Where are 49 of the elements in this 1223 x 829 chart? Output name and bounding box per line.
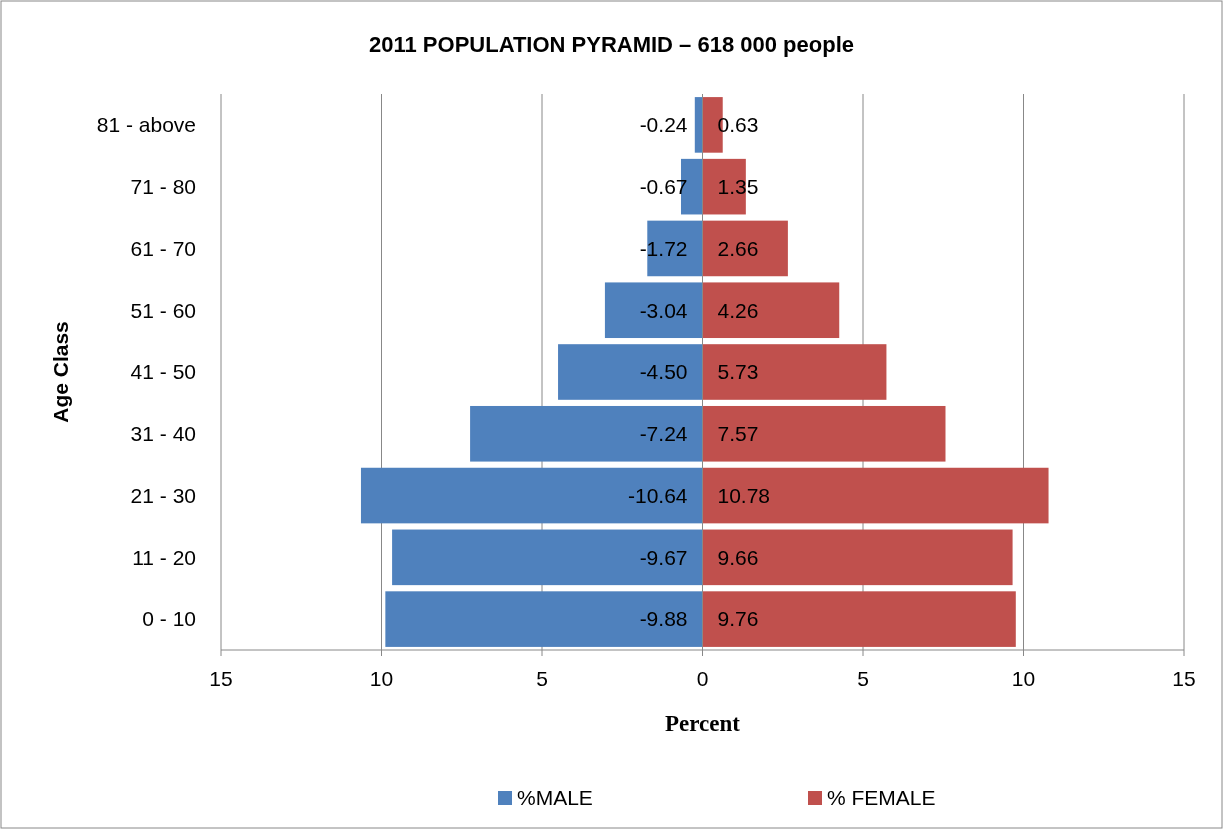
data-label: -10.64 xyxy=(627,483,688,507)
bar xyxy=(694,97,703,153)
data-label: -3.04 xyxy=(639,298,688,322)
data-label: 9.66 xyxy=(717,545,759,569)
x-tick-label: 5 xyxy=(536,667,548,690)
data-label: -9.88 xyxy=(639,607,688,631)
data-label: 2.66 xyxy=(717,236,759,260)
bar xyxy=(702,591,1016,647)
bar xyxy=(702,405,946,462)
y-tick-label: 21 - 30 xyxy=(130,483,196,507)
bar xyxy=(604,282,703,339)
bar xyxy=(558,344,703,400)
bar xyxy=(702,344,887,400)
y-tick-label: 81 - above xyxy=(96,113,196,137)
y-tick-label: 41 - 50 xyxy=(130,360,196,384)
x-tick-label: 10 xyxy=(1011,667,1036,690)
bar xyxy=(702,220,788,277)
y-axis-title: Age Class xyxy=(49,321,72,423)
y-tick-label: 0 - 10 xyxy=(142,607,196,631)
data-label: -9.67 xyxy=(639,545,688,569)
data-label: 4.26 xyxy=(717,298,759,322)
data-label: -4.50 xyxy=(639,360,688,384)
legend-label: % FEMALE xyxy=(827,786,936,810)
y-tick-label: 11 - 20 xyxy=(132,545,196,569)
legend-label: %MALE xyxy=(517,786,593,810)
bar xyxy=(360,467,703,524)
x-axis-title: Percent xyxy=(665,711,741,736)
bar xyxy=(702,282,840,339)
data-label: 7.57 xyxy=(717,422,759,446)
data-label: 9.76 xyxy=(717,607,759,631)
data-label: 5.73 xyxy=(717,360,759,384)
y-tick-label: 71 - 80 xyxy=(130,175,196,199)
x-tick-label: 15 xyxy=(209,667,233,690)
y-tick-label: 31 - 40 xyxy=(130,422,196,446)
bar xyxy=(470,405,703,462)
x-tick-label: 0 xyxy=(696,667,709,690)
bar xyxy=(392,529,703,586)
chart-title: 2011 POPULATION PYRAMID – 618 000 people xyxy=(369,32,854,57)
bar xyxy=(702,529,1013,586)
data-label: -0.24 xyxy=(639,113,688,137)
y-tick-label: 51 - 60 xyxy=(130,298,196,322)
data-label: 10.78 xyxy=(717,483,771,507)
bar xyxy=(385,591,703,647)
y-tick-label: 61 - 70 xyxy=(130,236,196,260)
x-tick-label: 5 xyxy=(857,667,869,690)
x-tick-label: 15 xyxy=(1172,667,1196,690)
bar xyxy=(702,467,1049,524)
x-tick-label: 10 xyxy=(369,667,394,690)
data-label: -7.24 xyxy=(639,422,688,446)
